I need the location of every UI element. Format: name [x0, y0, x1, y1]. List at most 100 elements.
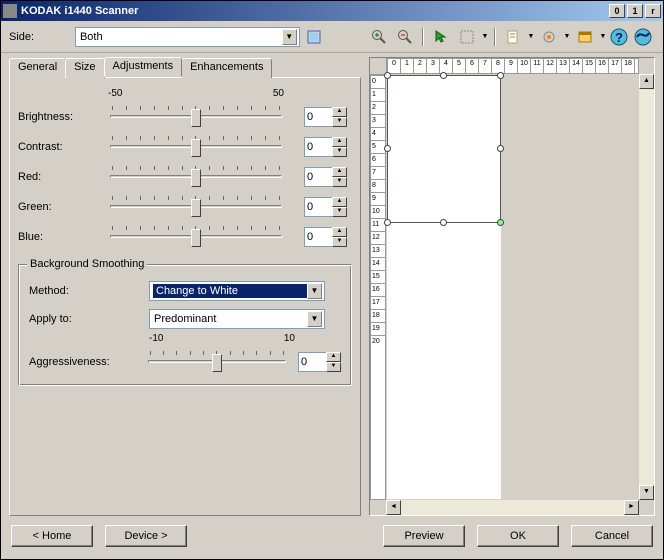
contrast-slider[interactable]: [108, 136, 284, 158]
spin-up-icon[interactable]: ▲: [332, 197, 347, 207]
device-button[interactable]: Device >: [105, 525, 187, 547]
slider-thumb[interactable]: [191, 199, 201, 217]
slider-thumb[interactable]: [191, 169, 201, 187]
applyto-dropdown[interactable]: Predominant ▼: [149, 309, 325, 329]
contrast-spinner[interactable]: ▲▼: [304, 137, 348, 157]
about-button[interactable]: [632, 26, 654, 48]
green-spinner[interactable]: ▲▼: [304, 197, 348, 217]
aggr-max-label: 10: [284, 333, 295, 347]
minimize-button[interactable]: 0: [609, 4, 625, 18]
method-dropdown[interactable]: Change to White ▼: [149, 281, 325, 301]
spin-up-icon[interactable]: ▲: [332, 227, 347, 237]
settings-panel: General Size Adjustments Enhancements -5…: [9, 57, 361, 516]
handle-top-left[interactable]: [384, 72, 391, 79]
view-menu[interactable]: ▼: [599, 33, 607, 40]
handle-bot-right[interactable]: [497, 219, 504, 226]
scroll-left-icon[interactable]: ◄: [386, 500, 401, 515]
app-icon: [3, 4, 17, 18]
home-button[interactable]: < Home: [11, 525, 93, 547]
preview-button[interactable]: Preview: [383, 525, 465, 547]
tab-adjustments[interactable]: Adjustments: [104, 57, 183, 77]
titlebar[interactable]: KODAK i1440 Scanner 0 1 r: [1, 1, 663, 21]
chevron-down-icon[interactable]: ▼: [282, 29, 297, 45]
view-button[interactable]: [574, 26, 596, 48]
ok-button[interactable]: OK: [477, 525, 559, 547]
applyto-label: Apply to:: [29, 313, 149, 325]
aggressiveness-input[interactable]: [298, 352, 326, 372]
brightness-spinner[interactable]: ▲▼: [304, 107, 348, 127]
handle-bot-mid[interactable]: [440, 219, 447, 226]
spin-down-icon[interactable]: ▼: [332, 237, 347, 247]
slider-thumb[interactable]: [191, 139, 201, 157]
pointer-icon: [434, 30, 448, 44]
handle-mid-left[interactable]: [384, 145, 391, 152]
green-input[interactable]: [304, 197, 332, 217]
region-button[interactable]: [456, 26, 478, 48]
scroll-right-icon[interactable]: ►: [624, 500, 639, 515]
note-menu[interactable]: ▼: [527, 33, 535, 40]
zoom-in-icon: [371, 29, 387, 45]
preview-canvas[interactable]: [387, 75, 638, 499]
blue-input[interactable]: [304, 227, 332, 247]
spin-down-icon[interactable]: ▼: [332, 207, 347, 217]
scroll-up-icon[interactable]: ▲: [639, 74, 654, 89]
preview-area[interactable]: 01234567891011121314151617181920 0123456…: [369, 57, 655, 516]
quality-menu[interactable]: ▼: [563, 33, 571, 40]
zoom-in-button[interactable]: [368, 26, 390, 48]
scrollbar-vertical[interactable]: ▲ ▼: [639, 74, 654, 500]
spin-up-icon[interactable]: ▲: [332, 137, 347, 147]
help-button[interactable]: ?: [608, 26, 630, 48]
note-button[interactable]: [502, 26, 524, 48]
maximize-button[interactable]: 1: [627, 4, 643, 18]
chevron-down-icon[interactable]: ▼: [307, 283, 322, 299]
blue-slider[interactable]: [108, 226, 284, 248]
close-button[interactable]: r: [645, 4, 661, 18]
handle-top-right[interactable]: [497, 72, 504, 79]
brightness-slider[interactable]: [108, 106, 284, 128]
handle-mid-right[interactable]: [497, 145, 504, 152]
spin-down-icon[interactable]: ▼: [332, 177, 347, 187]
green-slider[interactable]: [108, 196, 284, 218]
tab-general[interactable]: General: [9, 58, 66, 78]
handle-top-mid[interactable]: [440, 72, 447, 79]
spin-up-icon[interactable]: ▲: [332, 107, 347, 117]
scroll-down-icon[interactable]: ▼: [639, 485, 654, 500]
side-options-icon: [306, 29, 322, 45]
blue-spinner[interactable]: ▲▼: [304, 227, 348, 247]
note-icon: [505, 29, 521, 45]
region-menu[interactable]: ▼: [481, 33, 489, 40]
aggressiveness-slider[interactable]: [146, 351, 288, 373]
handle-bot-left[interactable]: [384, 219, 391, 226]
contrast-input[interactable]: [304, 137, 332, 157]
brightness-row: Brightness:▲▼: [18, 102, 352, 132]
cancel-button[interactable]: Cancel: [571, 525, 653, 547]
selection-rect[interactable]: [387, 75, 501, 223]
content-area: General Size Adjustments Enhancements -5…: [1, 53, 663, 520]
region-icon: [459, 29, 475, 45]
tab-enhancements[interactable]: Enhancements: [181, 58, 272, 78]
brightness-input[interactable]: [304, 107, 332, 127]
spin-down-icon[interactable]: ▼: [326, 362, 341, 372]
blue-row: Blue:▲▼: [18, 222, 352, 252]
red-spinner[interactable]: ▲▼: [304, 167, 348, 187]
side-dropdown[interactable]: Both ▼: [75, 27, 300, 47]
side-options-button[interactable]: [304, 26, 325, 48]
spin-up-icon[interactable]: ▲: [326, 352, 341, 362]
tab-size[interactable]: Size: [65, 58, 104, 78]
slider-thumb[interactable]: [191, 109, 201, 127]
spin-up-icon[interactable]: ▲: [332, 167, 347, 177]
green-row: Green:▲▼: [18, 192, 352, 222]
red-input[interactable]: [304, 167, 332, 187]
red-slider[interactable]: [108, 166, 284, 188]
scrollbar-horizontal[interactable]: ◄ ►: [386, 500, 639, 515]
button-bar: < Home Device > Preview OK Cancel: [1, 520, 663, 559]
spin-down-icon[interactable]: ▼: [332, 117, 347, 127]
spin-down-icon[interactable]: ▼: [332, 147, 347, 157]
zoom-out-button[interactable]: [394, 26, 416, 48]
chevron-down-icon[interactable]: ▼: [307, 311, 322, 327]
slider-thumb[interactable]: [212, 354, 222, 372]
quality-button[interactable]: [538, 26, 560, 48]
slider-thumb[interactable]: [191, 229, 201, 247]
pointer-button[interactable]: [430, 26, 452, 48]
aggressiveness-spinner[interactable]: ▲ ▼: [298, 352, 341, 372]
